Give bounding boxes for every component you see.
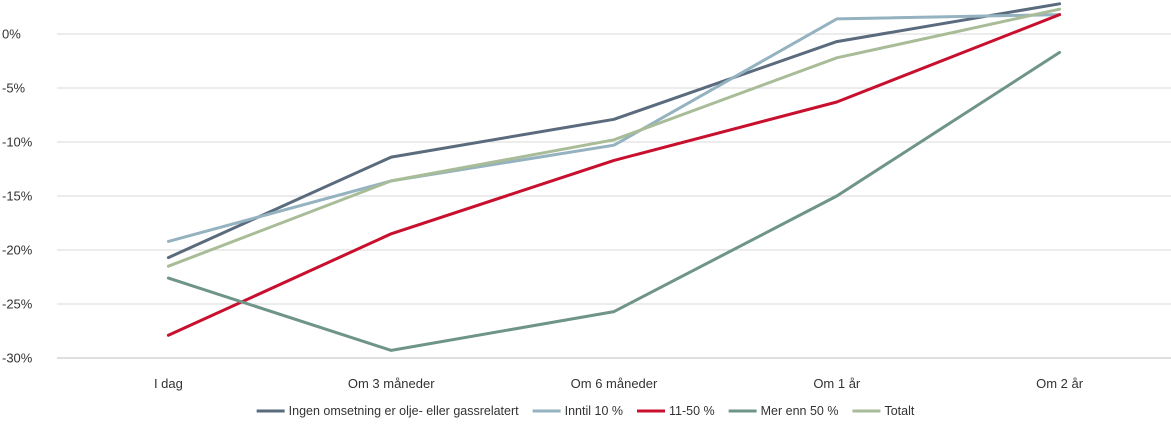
y-tick-label: -30% <box>2 351 33 366</box>
y-tick-label: -20% <box>2 243 33 258</box>
x-tick-label: Om 2 år <box>1036 376 1084 391</box>
legend-label-2: Inntil 10 % <box>565 404 623 418</box>
legend-label-1: Ingen omsetning er olje- eller gassrelat… <box>289 404 520 418</box>
y-tick-label: -5% <box>2 81 26 96</box>
x-tick-label: Om 3 måneder <box>348 376 435 391</box>
y-tick-label: 0% <box>2 27 21 42</box>
series-line-1 <box>166 2 1062 260</box>
legend: Ingen omsetning er olje- eller gassrelat… <box>256 404 915 418</box>
gridlines <box>57 33 1171 359</box>
legend-label-5: Totalt <box>884 404 914 418</box>
series-line-3 <box>166 13 1062 337</box>
x-axis-ticks: I dag Om 3 måneder Om 6 måneder Om 1 år Om 2… <box>154 376 1084 391</box>
y-tick-label: -25% <box>2 297 33 312</box>
x-tick-label: Om 1 år <box>813 376 861 391</box>
legend-label-3: 11-50 % <box>669 404 715 418</box>
series-line-5 <box>166 7 1062 268</box>
series-line-4 <box>166 50 1062 352</box>
y-axis-ticks: 0% -5% -10% -15% -20% -25% -30% <box>2 27 33 366</box>
series-line-2 <box>166 13 1062 243</box>
series-lines <box>166 2 1062 352</box>
x-tick-label: Om 6 måneder <box>571 376 658 391</box>
x-tick-label: I dag <box>154 376 183 391</box>
legend-label-4: Mer enn 50 % <box>761 404 839 418</box>
y-tick-label: -15% <box>2 189 33 204</box>
y-tick-label: -10% <box>2 135 33 150</box>
